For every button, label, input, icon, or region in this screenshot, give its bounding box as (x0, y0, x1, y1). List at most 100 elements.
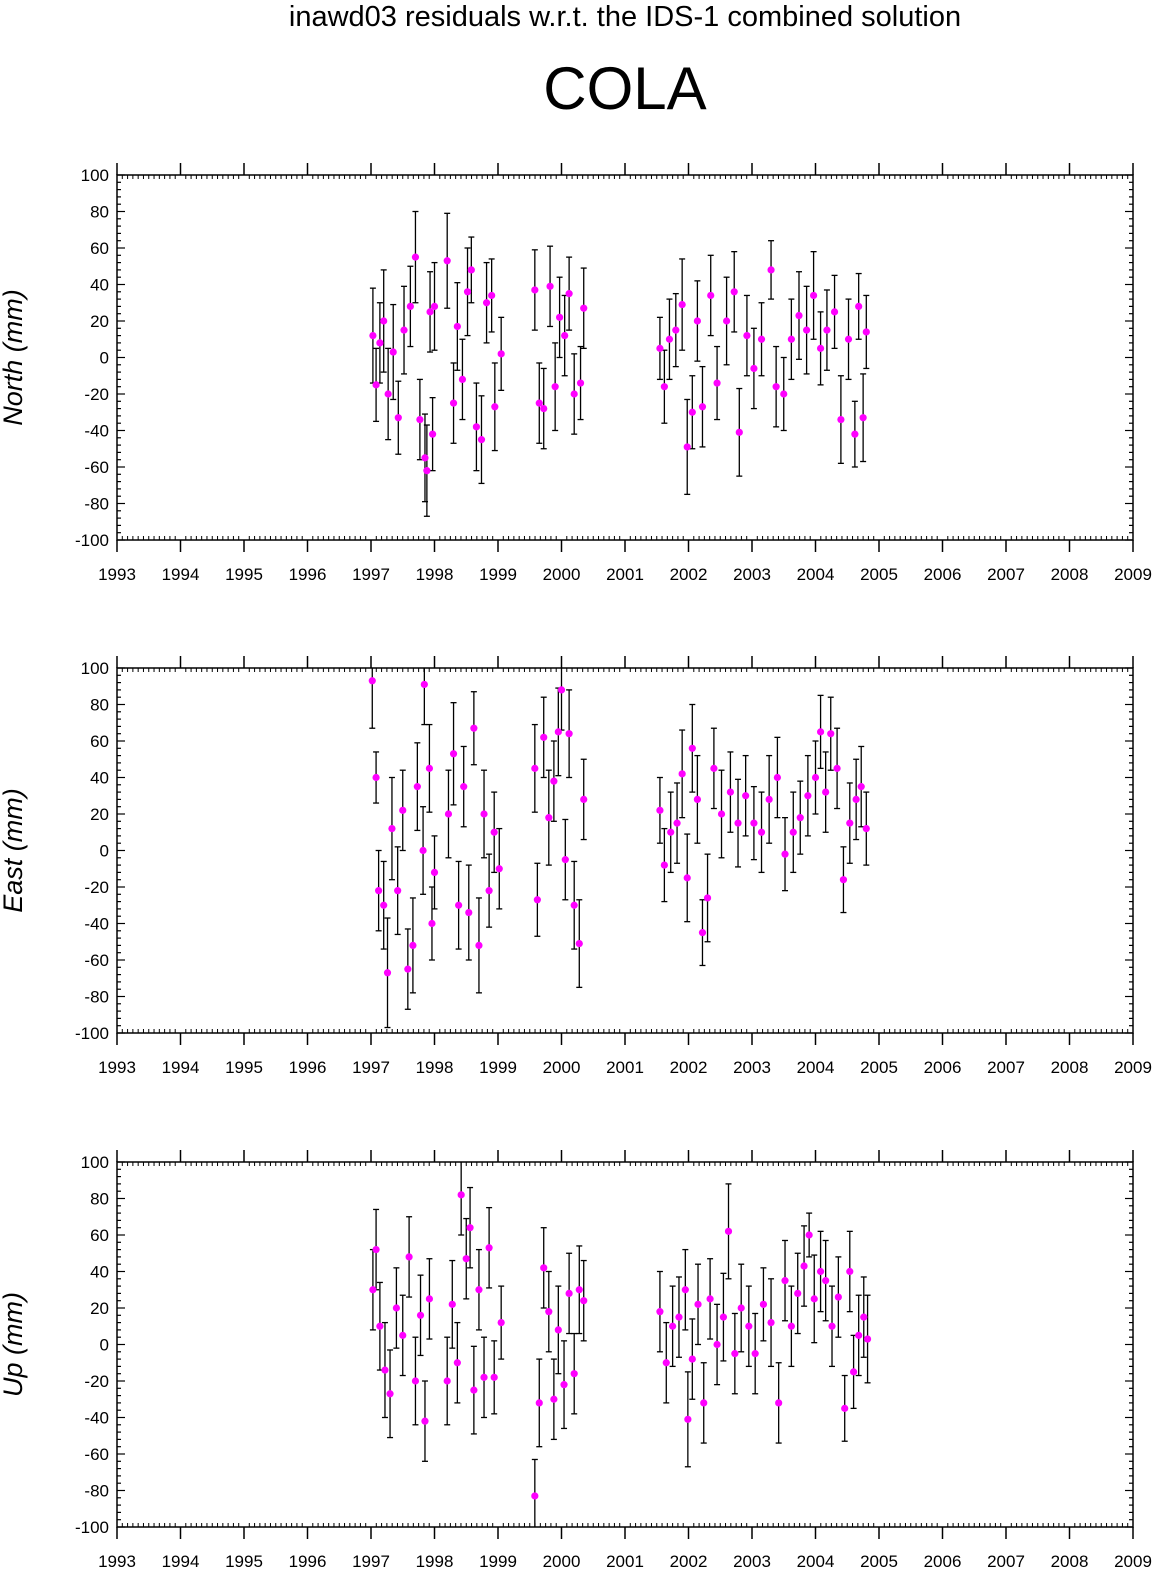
data-point (443, 257, 451, 265)
data-point (546, 282, 554, 290)
x-tick-label: 1996 (289, 1058, 327, 1077)
data-point (673, 819, 681, 827)
data-point (830, 308, 839, 316)
data-point (822, 1277, 830, 1285)
data-point (449, 750, 458, 758)
data-point (453, 1359, 461, 1367)
data-point (394, 887, 402, 895)
data-point (745, 1322, 753, 1330)
data-point (822, 788, 830, 796)
y-tick-label: -60 (84, 1445, 109, 1464)
data-point (678, 300, 686, 309)
x-tick-label: 1998 (416, 565, 454, 584)
x-tick-label: 1997 (352, 1552, 390, 1571)
x-tick-label: 1994 (162, 1552, 200, 1571)
data-point (497, 1319, 505, 1327)
data-point (816, 728, 825, 736)
data-point (809, 291, 818, 300)
x-tick-label: 2005 (860, 1552, 898, 1571)
x-tick-label: 2008 (1051, 1552, 1089, 1571)
data-point (683, 443, 691, 451)
data-point (694, 1300, 702, 1308)
data-point (550, 1395, 558, 1403)
data-point (833, 764, 841, 772)
data-point (828, 1322, 836, 1330)
data-point (700, 1399, 708, 1407)
y-tick-label: 40 (90, 1263, 109, 1282)
data-point (462, 1255, 470, 1263)
data-point (717, 810, 726, 818)
data-point (448, 1300, 456, 1308)
data-point (750, 364, 758, 373)
data-point (787, 335, 795, 343)
data-point (488, 291, 496, 300)
data-point (389, 348, 397, 356)
data-point (707, 291, 715, 300)
north-plot-frame (116, 174, 1134, 541)
data-point (580, 1297, 588, 1305)
data-point (767, 266, 775, 274)
data-point (384, 390, 392, 398)
data-point (545, 814, 553, 822)
x-tick-label: 2001 (606, 1552, 644, 1571)
data-point (428, 430, 437, 438)
data-point (430, 868, 439, 877)
data-point (795, 311, 803, 320)
data-point (411, 253, 420, 261)
data-point (565, 290, 573, 298)
data-point (863, 1335, 872, 1343)
data-point (386, 1390, 394, 1398)
data-point (681, 1286, 689, 1294)
data-point (388, 825, 396, 833)
data-point (575, 1286, 583, 1294)
x-tick-label: 2000 (543, 1058, 581, 1077)
data-point (375, 887, 383, 895)
y-tick-label: -60 (84, 458, 109, 477)
data-point (485, 887, 493, 895)
x-tick-label: 2004 (797, 1552, 835, 1571)
data-point (394, 414, 402, 422)
east-plot-frame (116, 667, 1134, 1034)
data-point (540, 405, 548, 413)
data-point (841, 1404, 849, 1412)
data-point (787, 1322, 795, 1330)
x-tick-label: 1997 (352, 565, 390, 584)
data-point (688, 408, 696, 416)
data-point (480, 1373, 488, 1381)
data-point (662, 1359, 670, 1367)
data-point (565, 730, 573, 738)
y-tick-label: 60 (90, 1226, 109, 1245)
data-point (693, 795, 701, 804)
data-point (495, 865, 503, 873)
data-point (706, 1295, 714, 1303)
x-tick-label: 2009 (1114, 1058, 1152, 1077)
data-point (561, 856, 569, 864)
x-tick-label: 1993 (98, 565, 136, 584)
data-point (665, 335, 674, 343)
station-name: COLA (543, 55, 707, 122)
data-point (491, 403, 499, 411)
data-point (416, 1311, 425, 1319)
x-tick-label: 2000 (543, 565, 581, 584)
data-point (660, 861, 668, 869)
x-tick-label: 2005 (860, 565, 898, 584)
y-tick-label: -80 (84, 495, 109, 514)
y-tick-label: 40 (90, 276, 109, 295)
y-tick-label: 20 (90, 312, 109, 331)
x-tick-label: 2003 (733, 1058, 771, 1077)
x-tick-label: 2001 (606, 565, 644, 584)
data-point (775, 1399, 783, 1407)
data-point (827, 730, 835, 738)
x-tick-label: 2004 (797, 1058, 835, 1077)
up-plot-frame (116, 1161, 1134, 1528)
x-tick-label: 1997 (352, 1058, 390, 1077)
y-tick-label: -20 (84, 878, 109, 897)
data-point (669, 1322, 677, 1330)
data-point (565, 1289, 573, 1297)
data-point (409, 941, 417, 950)
data-point (465, 908, 473, 917)
data-point (475, 941, 483, 950)
data-point (759, 1300, 768, 1308)
data-point (570, 1370, 578, 1378)
data-point (560, 1381, 568, 1389)
